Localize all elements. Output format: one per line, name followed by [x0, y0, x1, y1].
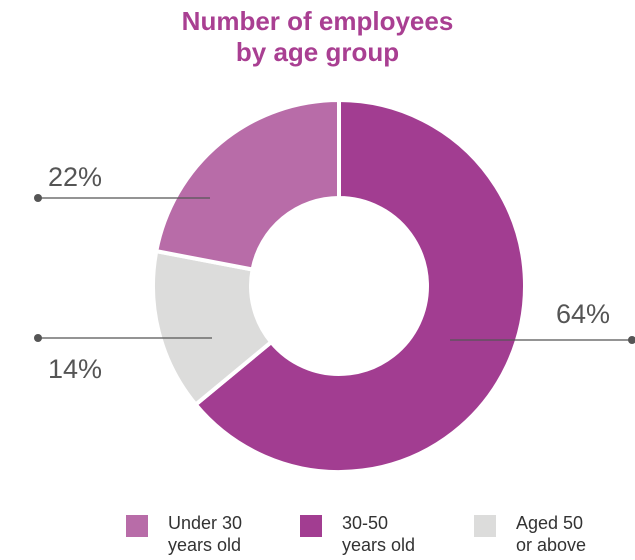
legend: Under 30 years old 30-50 years old Aged …	[0, 512, 635, 560]
legend-item-30-50: 30-50 years old	[300, 512, 415, 556]
legend-item-aged-50: Aged 50 or above	[474, 512, 586, 556]
legend-label-30-50: 30-50 years old	[342, 513, 416, 555]
leader-dot-aged-50	[34, 334, 42, 342]
slice-aged-50	[151, 248, 275, 408]
legend-item-under-30: Under 30 years old	[126, 512, 242, 556]
leader-dot-under-30	[34, 194, 42, 202]
slice-under-30	[153, 97, 341, 272]
legend-label-aged-50: Aged 50 or above	[516, 513, 587, 555]
chart-title-line-1: Number of employees	[181, 6, 454, 36]
leader-dot-30-50	[628, 336, 635, 344]
chart-title-line-2: by age group	[235, 37, 400, 67]
data-label-under-30: 22%	[48, 162, 102, 192]
data-label-30-50: 64%	[556, 299, 610, 329]
slice-30-50	[192, 97, 527, 474]
legend-swatch-30-50	[300, 515, 322, 537]
data-label-aged-50: 14%	[48, 354, 102, 384]
chart-title: Number of employees by age group	[0, 6, 635, 68]
legend-label-under-30: Under 30 years old	[168, 513, 243, 555]
legend-swatch-aged-50	[474, 515, 496, 537]
legend-swatch-under-30	[126, 515, 148, 537]
